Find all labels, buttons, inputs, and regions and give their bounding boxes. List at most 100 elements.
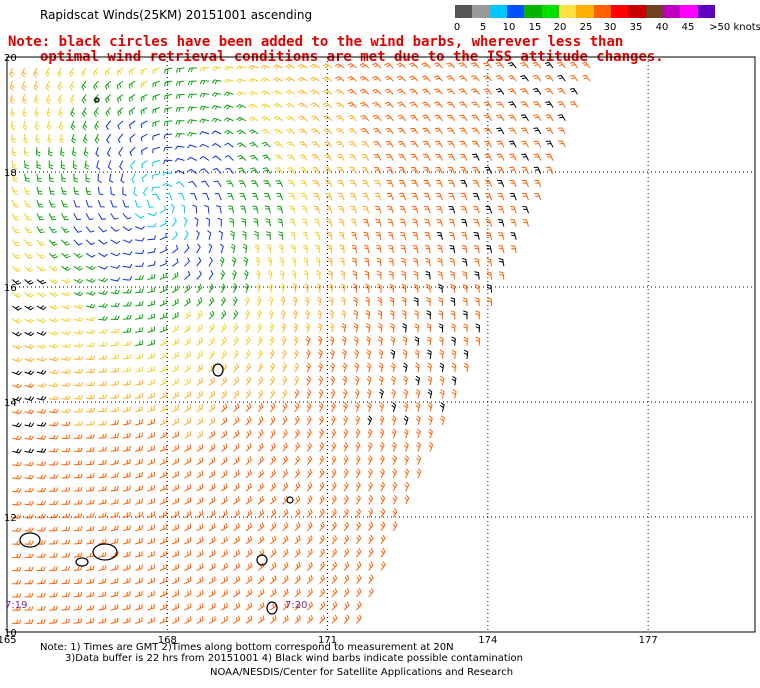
wind-barb xyxy=(360,127,370,135)
wind-barb xyxy=(461,219,468,227)
wind-barb xyxy=(122,340,132,347)
wind-barb xyxy=(184,297,191,307)
wind-barb xyxy=(36,226,45,234)
wind-barb xyxy=(427,415,433,426)
wind-barb xyxy=(336,166,345,174)
wind-barb xyxy=(61,500,71,505)
wind-barb xyxy=(245,522,253,532)
wind-barb xyxy=(48,265,59,272)
wind-barb xyxy=(12,318,22,324)
wind-barb xyxy=(171,510,180,519)
wind-barb xyxy=(245,323,251,333)
wind-barb xyxy=(458,75,468,82)
wind-barb xyxy=(12,593,22,598)
wind-barb xyxy=(446,75,456,82)
wind-barb xyxy=(96,160,101,171)
wind-barb xyxy=(270,588,277,598)
wind-barb xyxy=(159,232,167,241)
wind-barb xyxy=(57,67,63,78)
wind-barb xyxy=(220,269,226,280)
wind-barb xyxy=(471,88,480,95)
wind-barb xyxy=(306,455,313,466)
wind-barb xyxy=(451,389,457,399)
wind-barb xyxy=(458,88,468,95)
wind-barb xyxy=(255,256,260,267)
wind-barb xyxy=(355,415,361,426)
wind-barb xyxy=(415,362,420,373)
wind-barb xyxy=(414,349,420,359)
wind-barb xyxy=(330,375,336,386)
wind-barb xyxy=(34,107,40,118)
legend-swatch xyxy=(645,5,664,18)
wind-barb xyxy=(339,244,345,254)
wind-barb xyxy=(86,604,95,611)
wind-barb xyxy=(184,470,192,479)
wind-barb xyxy=(49,382,59,388)
wind-barb xyxy=(61,618,70,624)
wind-barb xyxy=(250,167,259,174)
wind-barb xyxy=(73,213,82,221)
wind-barb xyxy=(306,375,312,386)
wind-barb xyxy=(10,94,15,104)
wind-barb xyxy=(277,218,284,227)
wind-barb xyxy=(48,173,55,183)
wind-barb xyxy=(401,283,407,293)
wind-barb xyxy=(368,494,374,505)
wind-barb xyxy=(497,206,505,214)
wind-barb xyxy=(434,114,443,122)
wind-barb xyxy=(36,435,47,440)
wind-barb xyxy=(187,80,197,86)
wind-barb xyxy=(232,269,237,280)
wind-barb xyxy=(461,245,468,254)
wind-barb xyxy=(316,296,322,307)
wind-barb xyxy=(48,304,59,310)
wind-barb xyxy=(233,549,240,558)
wind-barb xyxy=(228,205,234,214)
wind-barb xyxy=(171,524,180,532)
legend-swatch xyxy=(663,5,681,18)
wind-barb xyxy=(257,429,264,439)
wind-barb xyxy=(385,140,394,148)
wind-barb xyxy=(24,500,34,506)
wind-barb xyxy=(122,301,132,307)
wind-barb xyxy=(140,146,148,155)
wind-barb xyxy=(354,388,360,399)
wind-barb xyxy=(365,296,370,307)
wind-barb xyxy=(233,323,239,333)
wind-barb xyxy=(310,115,320,122)
wind-barb xyxy=(319,481,325,492)
wind-barb xyxy=(122,289,132,294)
wind-barb xyxy=(110,239,121,245)
wind-barb xyxy=(49,566,58,571)
wind-barb xyxy=(306,415,312,426)
wind-barb xyxy=(61,173,67,183)
wind-barb xyxy=(414,336,420,346)
wind-barb xyxy=(425,257,431,267)
wind-barb xyxy=(404,455,410,465)
wind-barb xyxy=(388,257,394,267)
wind-barb xyxy=(61,239,71,246)
wind-barb xyxy=(474,284,480,293)
wind-barb xyxy=(355,402,360,413)
wind-barb xyxy=(411,193,419,201)
wind-barb xyxy=(509,193,517,201)
wind-barb xyxy=(163,146,173,152)
wind-barb xyxy=(364,257,370,267)
wind-barb xyxy=(486,271,493,280)
wind-barb xyxy=(159,590,167,598)
wind-barb xyxy=(310,63,320,69)
wind-barb xyxy=(390,349,396,359)
wind-barb xyxy=(269,322,275,333)
wind-barb xyxy=(410,140,419,148)
wind-barb xyxy=(220,323,227,333)
wind-barb xyxy=(331,601,338,611)
wind-barb xyxy=(134,213,145,219)
wind-barb xyxy=(49,434,59,440)
wind-barb xyxy=(171,563,180,571)
wind-barb xyxy=(485,219,493,227)
wind-barb xyxy=(340,270,345,280)
wind-barb xyxy=(331,481,337,492)
wind-barb xyxy=(48,160,54,170)
wind-barb xyxy=(377,296,382,307)
wind-barb xyxy=(36,147,41,157)
